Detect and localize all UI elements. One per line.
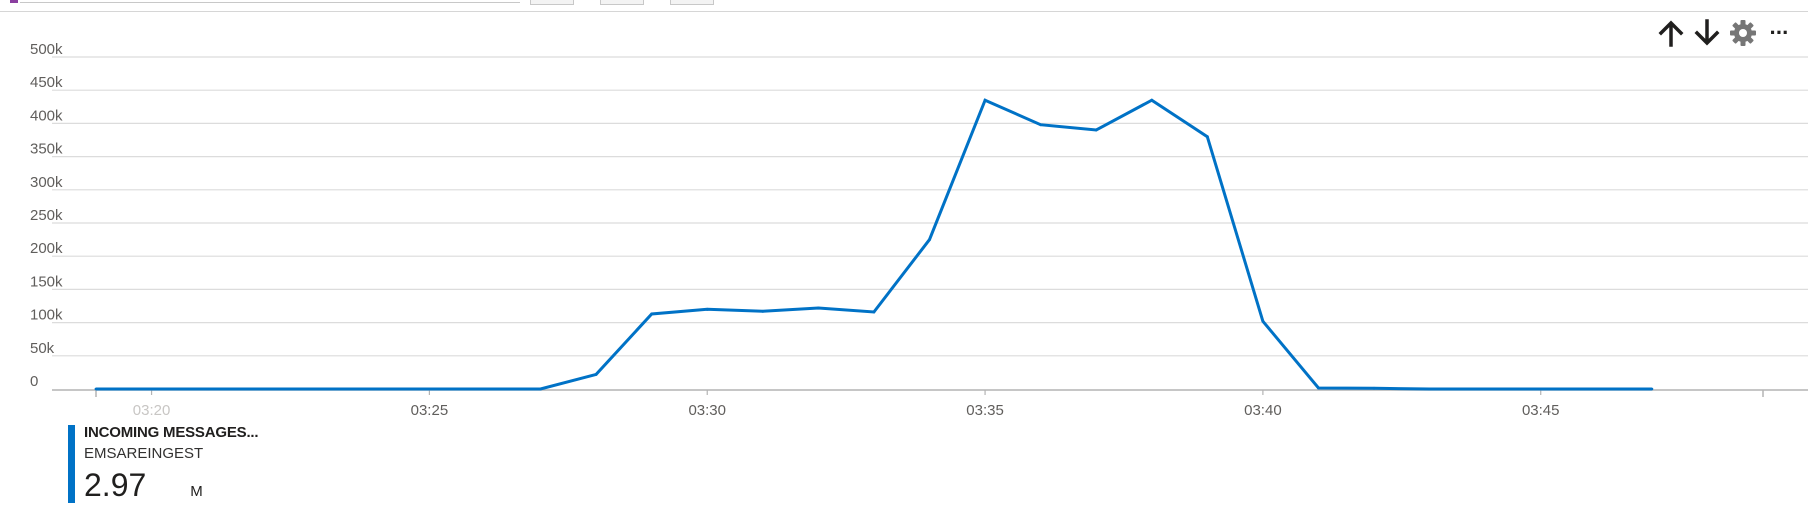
top-divider	[0, 11, 1808, 12]
y-tick-label: 50k	[30, 340, 55, 357]
y-tick-label: 150k	[30, 273, 63, 290]
top-strip	[0, 0, 1808, 14]
data-point	[205, 387, 209, 391]
data-point	[316, 387, 320, 391]
arrow-down-icon	[1694, 19, 1720, 46]
data-point	[816, 306, 820, 310]
toolbar-tab-1[interactable]	[530, 0, 574, 5]
more-icon: ···	[1769, 20, 1790, 45]
data-point	[1094, 128, 1098, 132]
data-point	[1205, 135, 1209, 139]
chart-grid	[52, 56, 1808, 357]
data-point	[872, 310, 876, 314]
x-tick-label: 03:35	[966, 402, 1004, 415]
y-tick-label: 300k	[30, 174, 63, 191]
title-field[interactable]	[20, 0, 520, 3]
data-point	[983, 98, 987, 102]
data-point	[1483, 387, 1487, 391]
data-point	[594, 372, 598, 376]
data-point	[539, 387, 542, 391]
data-point	[261, 387, 265, 391]
data-point	[428, 387, 431, 391]
data-point	[1150, 98, 1154, 102]
data-point	[94, 387, 98, 391]
data-point	[650, 312, 654, 316]
x-tick-label: 03:20	[133, 402, 171, 415]
toolbar-tab-3[interactable]	[670, 0, 714, 5]
y-tick-label: 0	[30, 373, 38, 390]
series-line	[96, 98, 1652, 391]
data-point	[1539, 387, 1543, 391]
move-down-button[interactable]	[1692, 18, 1722, 48]
data-point	[705, 307, 709, 311]
data-point	[1428, 387, 1431, 391]
x-tick-label: 03:45	[1522, 402, 1560, 415]
data-point	[1372, 386, 1376, 390]
chart-toolbar: ···	[1656, 18, 1794, 48]
more-options-button[interactable]: ···	[1764, 18, 1794, 48]
data-point	[1650, 387, 1654, 391]
y-tick-label: 500k	[30, 41, 63, 58]
gear-icon	[1730, 20, 1756, 46]
line-chart: 0 50k 100k 150k 200k 250k 300k 350k 400k 450k 500k…	[30, 41, 1808, 415]
data-point	[150, 387, 153, 391]
x-axis: 03:20 03:25 03:30 03:35 03:40 03:45	[52, 389, 1808, 415]
data-point	[928, 238, 931, 242]
data-point	[483, 387, 487, 391]
toolbar-tab-2[interactable]	[600, 0, 644, 5]
chart-legend[interactable]: INCOMING MESSAGES... EMSAREINGEST 2.97 M	[68, 423, 259, 503]
y-tick-label: 100k	[30, 307, 63, 324]
legend-metric-name: INCOMING MESSAGES...	[84, 424, 259, 441]
y-tick-label: 450k	[30, 74, 63, 91]
y-tick-label: 200k	[30, 240, 63, 257]
data-point	[761, 309, 765, 313]
data-point	[1039, 123, 1043, 127]
legend-total-value: 2.97	[84, 467, 147, 503]
legend-resource-name: EMSAREINGEST	[84, 445, 204, 462]
data-point	[1594, 387, 1598, 391]
legend-total: 2.97 M	[84, 467, 258, 503]
legend-total-unit: M	[190, 483, 203, 500]
data-point	[372, 387, 376, 391]
settings-button[interactable]	[1728, 18, 1758, 48]
x-tick-label: 03:40	[1244, 402, 1282, 415]
move-up-button[interactable]	[1656, 18, 1686, 48]
x-tick-label: 03:25	[411, 402, 449, 415]
y-tick-label: 400k	[30, 107, 63, 124]
chart-series	[94, 98, 1654, 391]
y-axis: 0 50k 100k 150k 200k 250k 300k 350k 400k 450k 500k	[30, 41, 63, 390]
arrow-up-icon	[1658, 20, 1684, 47]
y-tick-label: 250k	[30, 207, 63, 224]
y-tick-label: 350k	[30, 141, 63, 158]
legend-color-bar	[68, 425, 75, 503]
data-point	[1261, 319, 1265, 323]
data-point	[1317, 386, 1320, 390]
x-tick-label: 03:30	[688, 402, 726, 415]
accent-mark	[10, 0, 18, 3]
